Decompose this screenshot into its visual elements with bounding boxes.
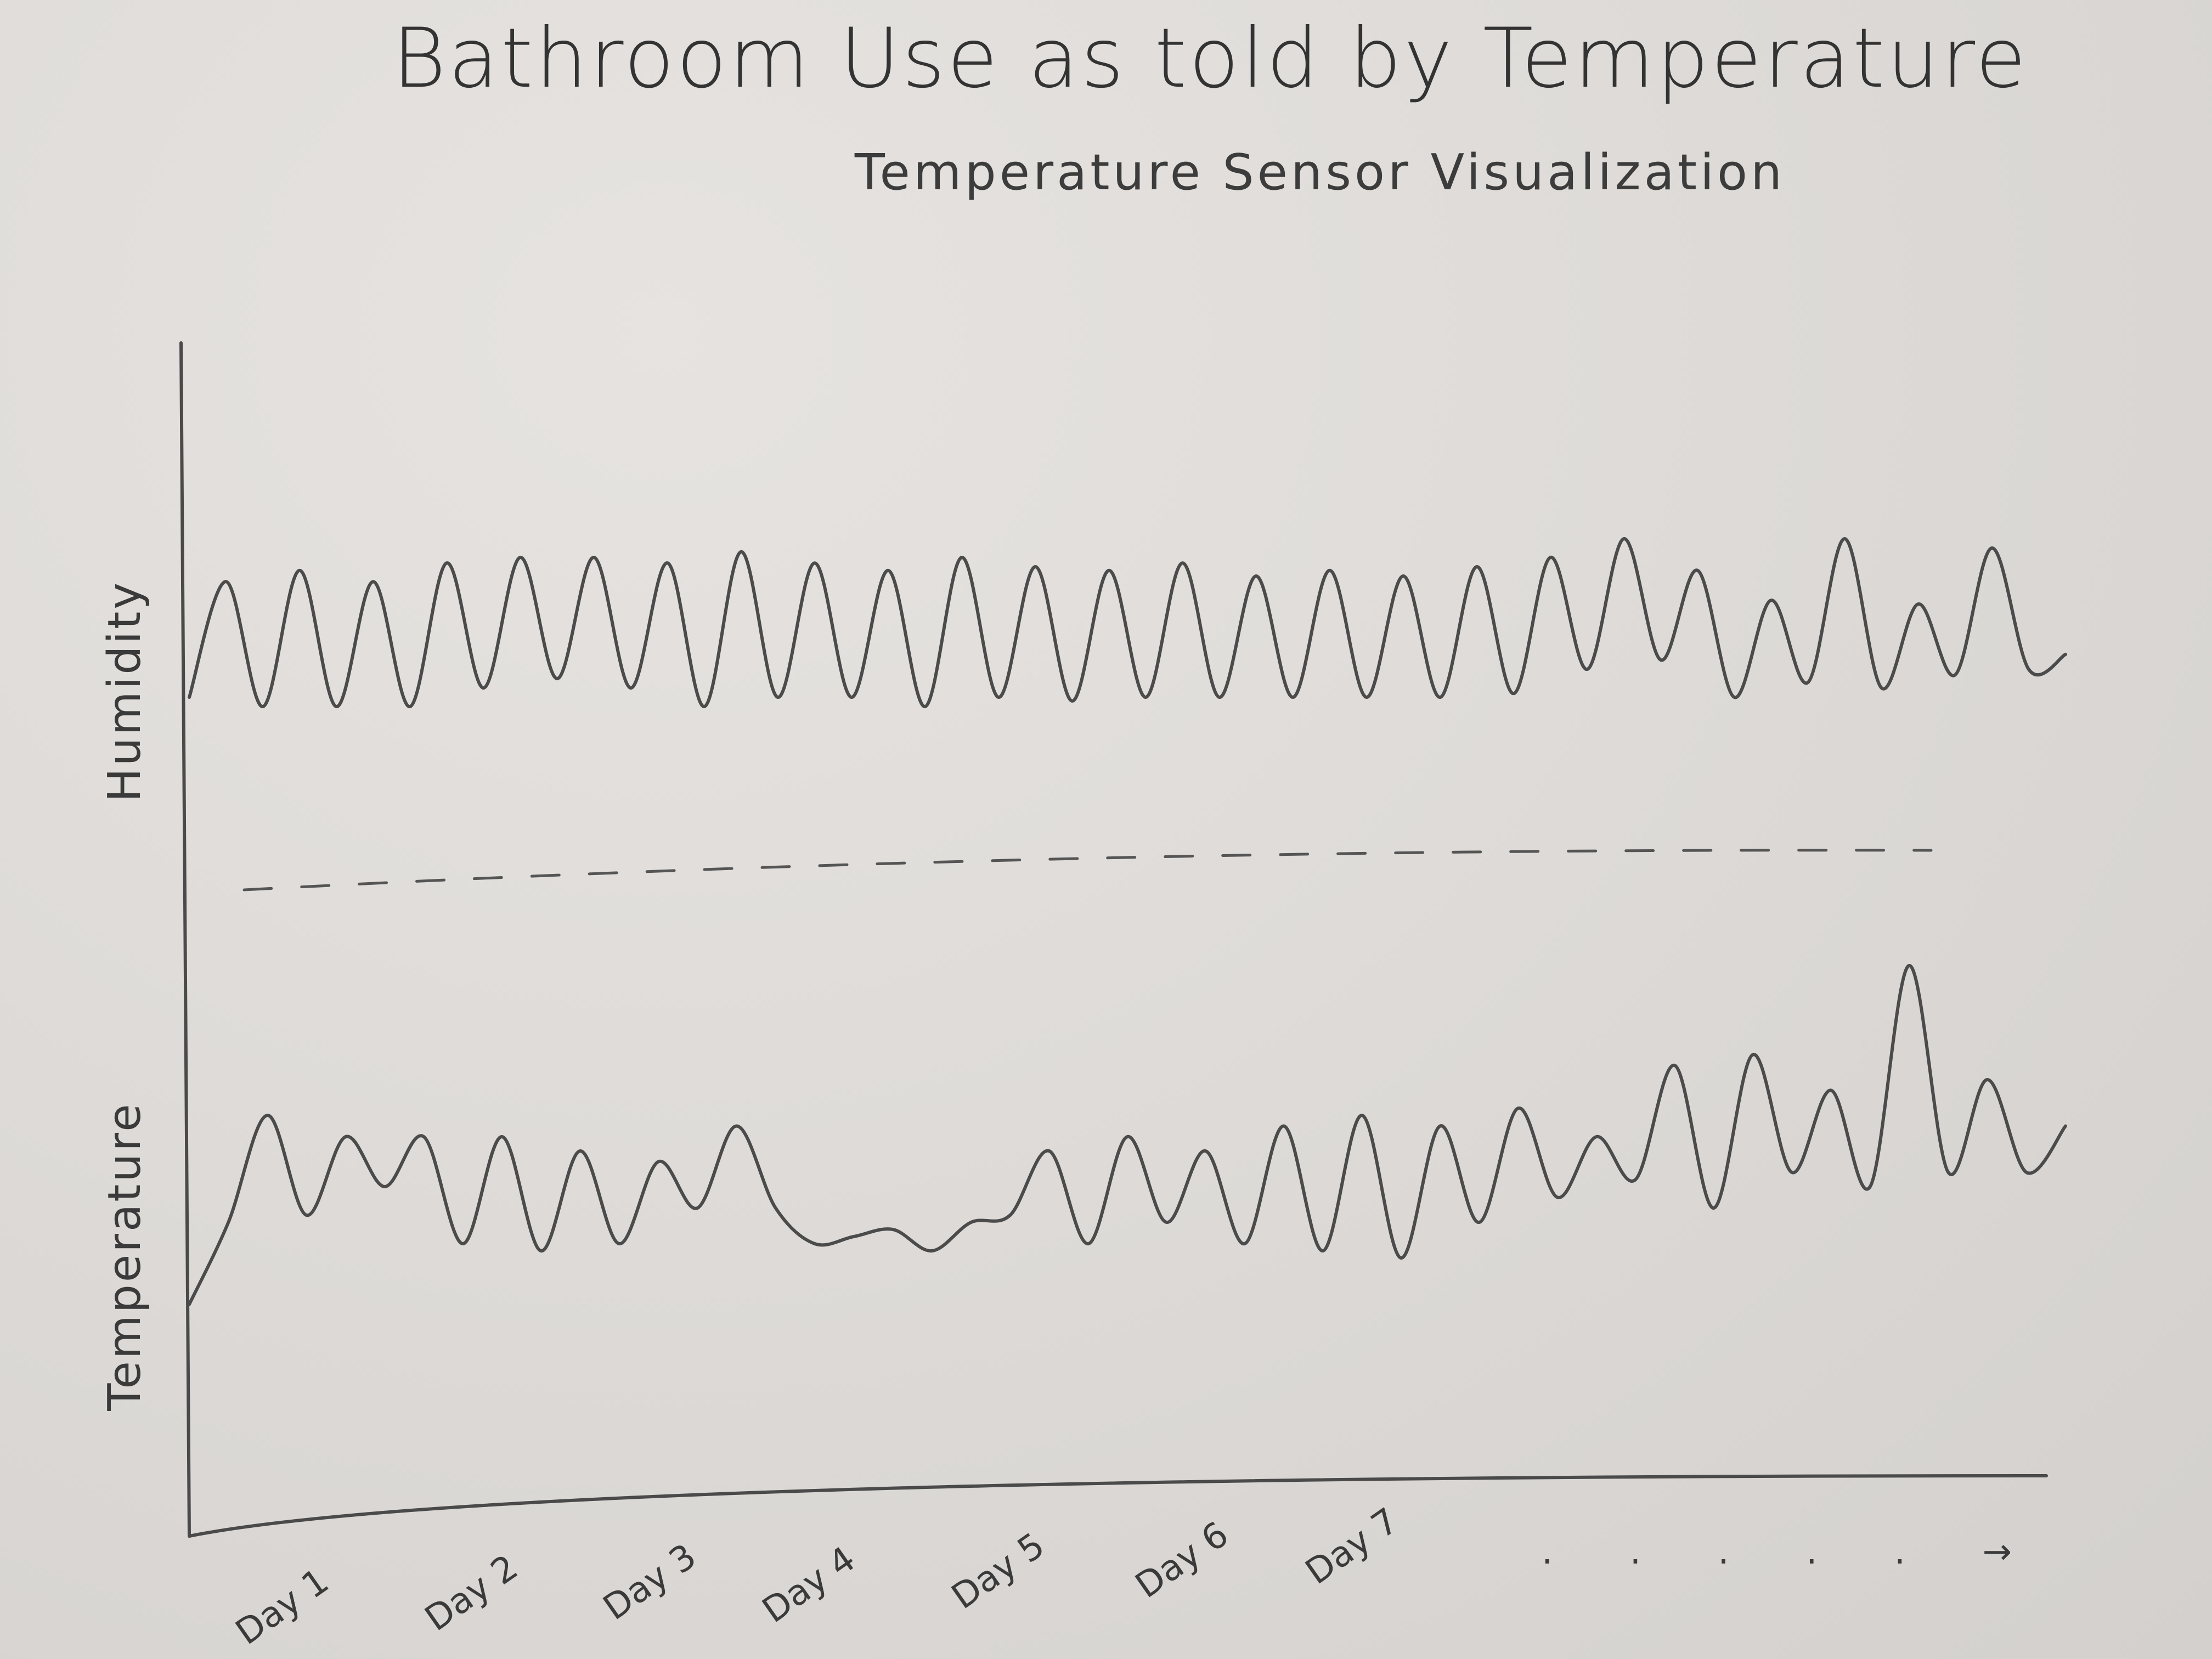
y-axis-line	[179, 341, 191, 1538]
x-tick-label: Day 2	[418, 1547, 526, 1639]
panel-divider	[242, 849, 1933, 891]
x-axis-line	[188, 1474, 2048, 1538]
x-tick-label: Day 5	[945, 1525, 1052, 1617]
chart-subtitle: Temperature Sensor Visualization	[854, 144, 1786, 201]
x-tick-label: Day 4	[755, 1539, 863, 1631]
chart-title: Bathroom Use as told by Temperature	[392, 11, 2029, 106]
x-tick-label: Day 3	[596, 1536, 704, 1628]
x-axis-continuation: . . . . . →	[1542, 1532, 2045, 1572]
y-axis-label-temperature: Temperature	[99, 1102, 151, 1411]
temperature-series-line	[188, 964, 2067, 1306]
x-tick-label: Day 6	[1128, 1514, 1236, 1606]
x-tick-label: Day 1	[229, 1561, 336, 1653]
y-axis-label-humidity: Humidity	[99, 580, 151, 802]
humidity-series-line	[188, 537, 2067, 708]
x-tick-label: Day 7	[1299, 1500, 1406, 1593]
